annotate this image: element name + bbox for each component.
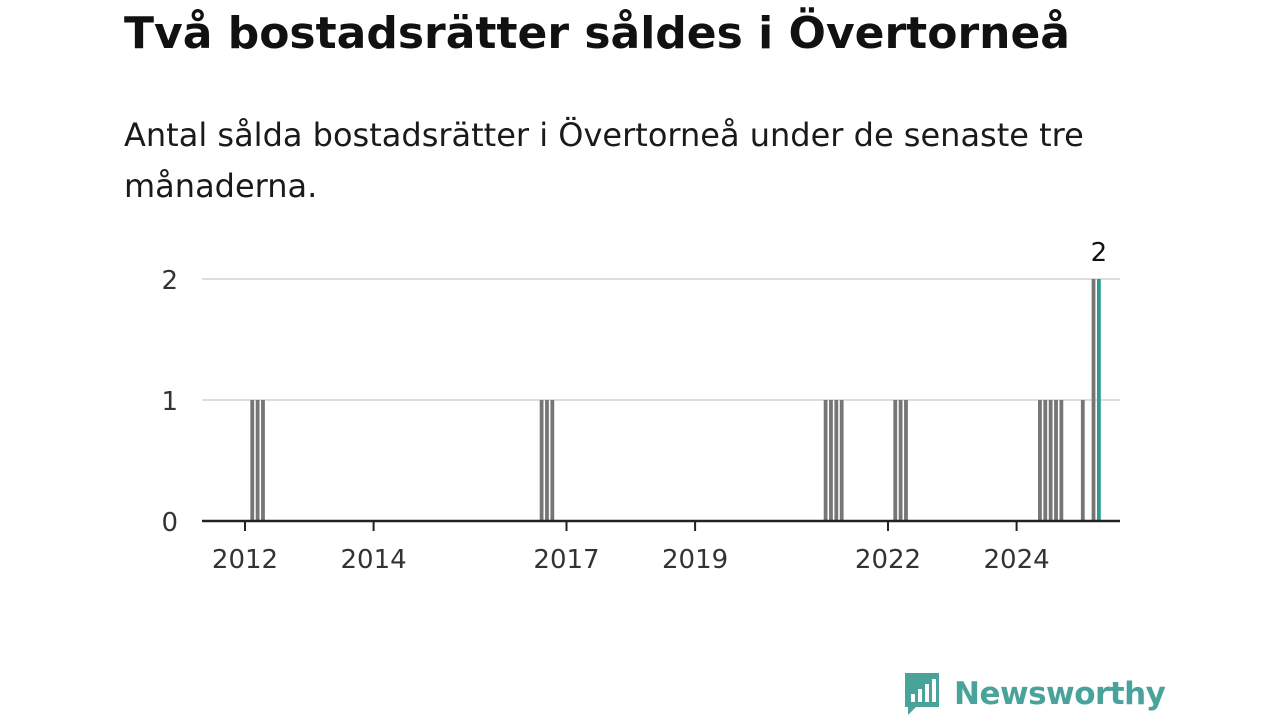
bar [1038,400,1042,521]
bar [898,400,903,521]
annotations: 2 [1091,238,1108,268]
bar-chart: 0 1 2 2012 2014 2017 2019 2022 2024 2 [161,238,1120,575]
chart-title: Två bostadsrätter såldes i Övertorneå [124,8,1070,59]
bar [550,400,555,521]
x-axis-ticks: 2012 2014 2017 2019 2022 2024 [212,521,1050,575]
bar [893,400,898,521]
bar [250,400,255,521]
chart-subtitle: Antal sålda bostadsrätter i Övertorneå u… [124,116,1084,205]
x-tick-label: 2012 [212,545,278,575]
bar [829,400,833,521]
bar [1091,279,1096,521]
x-tick-label: 2017 [533,545,599,575]
x-tick-label: 2019 [662,545,728,575]
bar [1059,400,1064,521]
bar [1054,400,1058,521]
grid-lines [202,278,1120,401]
newsworthy-logo-icon [905,673,939,715]
bar [539,400,544,521]
y-tick-label: 2 [161,266,178,296]
y-axis-ticks: 0 1 2 [161,266,178,538]
bar [823,400,828,521]
bar [834,400,839,521]
x-tick-label: 2024 [984,545,1050,575]
bar [839,400,844,521]
y-tick-label: 0 [161,508,178,538]
bar [255,400,260,521]
y-tick-label: 1 [161,387,178,417]
bar [1048,400,1053,521]
bar [904,400,908,521]
bar [1043,400,1048,521]
bar [261,400,265,521]
data-label: 2 [1091,238,1108,268]
bar-current [1096,279,1101,521]
x-tick-label: 2022 [855,545,921,575]
brand-name: Newsworthy [954,676,1166,712]
bars [250,279,1101,521]
bar [545,400,549,521]
x-tick-label: 2014 [341,545,407,575]
brand-logo: Newsworthy [902,670,1166,718]
bar [1080,400,1085,521]
